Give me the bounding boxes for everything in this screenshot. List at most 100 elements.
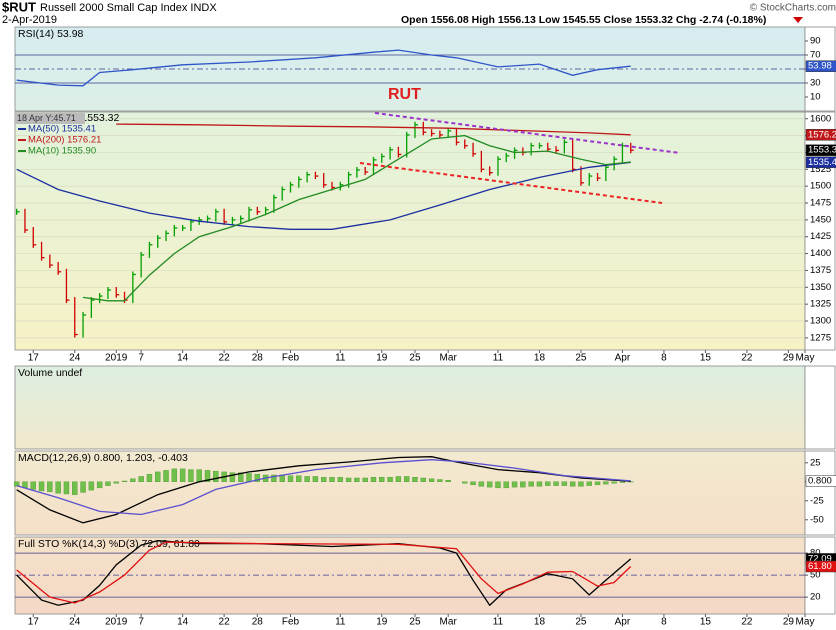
histogram-bar	[586, 481, 592, 486]
price-bar	[314, 171, 319, 180]
histogram-bar	[238, 472, 244, 482]
histogram-bar	[403, 476, 410, 482]
x-tick-label: 29	[783, 353, 795, 364]
credit: © StockCharts.com	[750, 3, 836, 14]
axis-background	[804, 536, 836, 615]
histogram-bar	[38, 481, 45, 492]
histogram-bar	[603, 481, 609, 485]
price-bar	[215, 208, 219, 222]
y-tick-label: 1600	[810, 113, 831, 124]
x-tick-label: 24	[69, 617, 81, 628]
x-tick-label: May	[796, 353, 815, 364]
value-box-label: 1535.4	[808, 157, 836, 168]
histogram-bar	[304, 476, 310, 482]
histogram-bar	[146, 473, 153, 482]
price-bar	[464, 139, 468, 149]
histogram-bar	[445, 480, 451, 482]
price-bar	[439, 130, 443, 138]
price-bar	[132, 271, 136, 304]
x-tick-label: 25	[409, 617, 421, 628]
histogram-bar	[337, 477, 343, 482]
histogram-bar	[287, 475, 294, 482]
histogram-bar	[188, 469, 194, 482]
histogram-bar	[486, 481, 493, 488]
x-tick-label: 24	[69, 353, 81, 364]
legend-label: MA(10) 1535.90	[28, 146, 96, 157]
y-tick-label: 90	[810, 36, 821, 47]
histogram-bar	[611, 481, 617, 484]
y-tick-label: 1425	[810, 231, 831, 242]
value-box	[805, 560, 836, 573]
x-tick-label: 17	[28, 617, 40, 628]
histogram-bar	[362, 477, 368, 482]
x-tick-label: 15	[700, 353, 712, 364]
histogram-bar	[545, 481, 551, 486]
price-bar	[248, 206, 253, 222]
histogram-bar	[72, 481, 78, 495]
price-bar	[107, 286, 111, 300]
price-bar	[240, 215, 244, 223]
x-tick-label: Apr	[615, 617, 631, 628]
histogram-bar	[121, 480, 128, 482]
y-tick-label: 70	[810, 50, 821, 61]
histogram-bar	[387, 477, 393, 482]
price-bar	[148, 241, 153, 258]
price-bar	[389, 146, 394, 160]
value-box	[805, 144, 836, 156]
price-bar	[281, 186, 286, 201]
histogram-bar	[163, 470, 169, 482]
histogram-bar	[196, 469, 202, 482]
price-bar	[555, 146, 560, 154]
price-bar	[16, 208, 20, 215]
histogram-bar	[503, 481, 509, 489]
histogram-bar	[105, 481, 111, 486]
resistance-trendline	[374, 112, 681, 154]
price-bar	[381, 153, 385, 163]
x-tick-label: 29	[783, 617, 795, 628]
histogram-bar	[379, 477, 385, 482]
histogram-bar	[312, 476, 319, 482]
panel-title: MACD(12,26,9) 0.800, 1.203, -0.403	[18, 452, 188, 464]
histogram-bar	[462, 481, 468, 484]
axis-background	[804, 365, 836, 450]
histogram-bar	[320, 477, 327, 482]
y-tick-label: 25	[810, 457, 821, 468]
price-bar	[406, 131, 410, 158]
price-bar	[173, 224, 178, 237]
panel-background	[14, 450, 806, 536]
value-box-label: 1553.3	[808, 145, 836, 156]
price-bar	[57, 262, 62, 275]
histogram-bar	[30, 481, 36, 490]
y-tick-label: 1400	[810, 248, 831, 259]
support-trendline	[359, 162, 663, 204]
price-bar	[115, 286, 120, 298]
x-tick-label: 28	[252, 353, 264, 364]
price-bar	[181, 224, 186, 231]
histogram-bar	[437, 479, 443, 482]
histogram-bar	[55, 481, 61, 494]
price-bar	[605, 164, 609, 182]
series-line	[82, 134, 631, 302]
histogram-bar	[47, 481, 53, 492]
x-tick-label: 14	[177, 617, 189, 628]
x-tick-label: 15	[700, 617, 712, 628]
price-bar	[588, 173, 593, 186]
histogram-bar	[520, 481, 526, 488]
price-bar	[298, 176, 302, 188]
y-tick-label: 1525	[810, 164, 831, 175]
tooltip-box	[15, 113, 85, 124]
price-bar	[165, 230, 170, 242]
histogram-bar	[296, 475, 302, 482]
y-tick-label: 10	[810, 92, 821, 103]
legend-label: MA(200) 1576.21	[28, 135, 101, 146]
histogram-bar	[536, 481, 543, 487]
panels: 17 24 2019 7 14 22 28 Feb 11 19 25 Mar 11 18 25 Apr 8 15 2…	[0, 26, 836, 630]
price-bar	[339, 181, 344, 191]
histogram-bar	[63, 481, 70, 495]
x-tick-label: 8	[661, 353, 667, 364]
quote: Open 1556.08 High 1556.13 Low 1545.55 Cl…	[401, 14, 766, 26]
price-bar	[323, 173, 327, 188]
x-tick-label: 22	[219, 353, 231, 364]
value-box-label: 72.09	[808, 553, 832, 564]
